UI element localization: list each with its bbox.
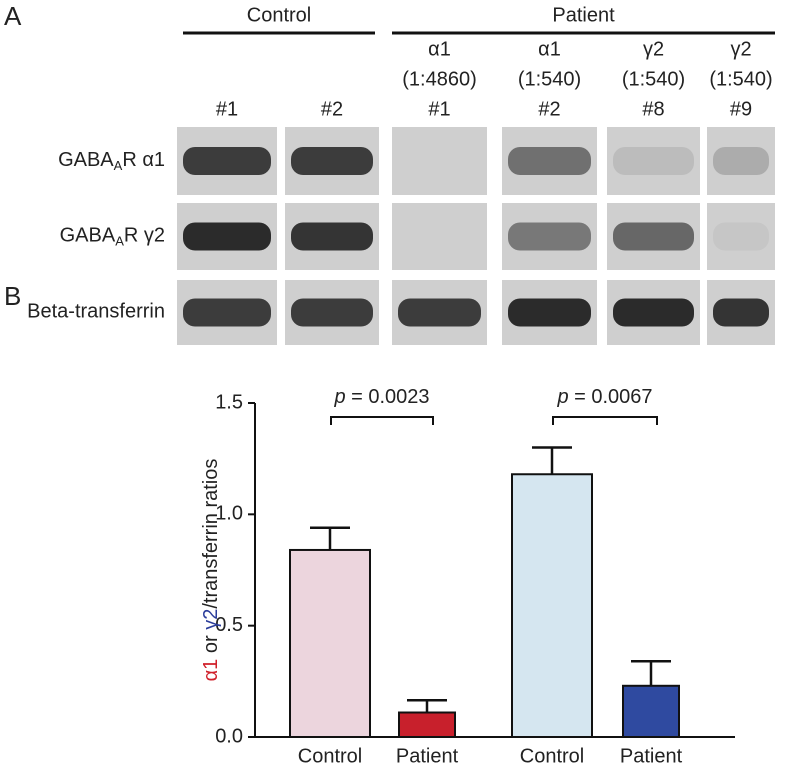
blot-band — [183, 298, 271, 327]
lane-header: #9 — [730, 98, 752, 120]
blot-band — [183, 222, 271, 251]
y-label-part: or — [200, 630, 222, 659]
y-axis-label: α1 or γ2/transferrin ratios — [200, 459, 222, 682]
blot-band — [713, 147, 769, 175]
lane-header: γ2 — [643, 38, 664, 60]
blot-band — [183, 147, 271, 175]
lane-header: (1:540) — [622, 68, 685, 90]
row-label-part: R γ2 — [124, 225, 165, 247]
blot-panel — [707, 203, 775, 270]
row-label-part: GABA — [60, 225, 116, 247]
x-tick-label: Patient — [620, 745, 683, 767]
blot-band — [508, 222, 591, 251]
blot-band — [291, 298, 373, 327]
significance-bracket — [552, 416, 658, 425]
row-label-part: R α1 — [122, 149, 165, 171]
row-label-sub: A — [115, 234, 124, 249]
blot-band — [291, 147, 373, 175]
y-tick-label: 0.0 — [215, 725, 243, 747]
lane-header: #8 — [642, 98, 664, 120]
blot-band — [713, 222, 769, 251]
y-label-part: /transferrin ratios — [200, 459, 222, 609]
blot-band — [291, 222, 373, 251]
row-label: GABAAR α1 — [58, 149, 165, 173]
lane-header: #1 — [216, 98, 238, 120]
bar — [511, 473, 593, 738]
p-text: = 0.0023 — [346, 386, 430, 408]
x-tick-label: Patient — [396, 745, 459, 767]
blot-band — [613, 222, 694, 251]
lane-header: (1:4860) — [402, 68, 477, 90]
lane-header: #1 — [428, 98, 450, 120]
blot-panel — [707, 127, 775, 195]
y-tick-label: 1.5 — [215, 391, 243, 413]
p-symbol: p — [333, 386, 345, 408]
blot-band — [613, 147, 694, 175]
row-label: GABAAR γ2 — [60, 225, 165, 249]
blot-panel — [392, 203, 487, 270]
row-label-sub: A — [114, 158, 123, 173]
blot-band — [508, 298, 591, 327]
lane-header: #2 — [321, 98, 343, 120]
row-label-part: GABA — [58, 149, 114, 171]
blot-band — [508, 147, 591, 175]
p-text: = 0.0067 — [569, 386, 653, 408]
bar — [289, 548, 371, 739]
significance-bracket — [330, 416, 434, 425]
lane-header: (1:540) — [518, 68, 581, 90]
blot-panel — [392, 127, 487, 195]
blot-band — [398, 298, 481, 327]
panel-label: B — [4, 281, 21, 311]
lane-header: α1 — [538, 38, 561, 60]
blot-panel — [607, 127, 700, 195]
y-label-part: γ2 — [200, 609, 222, 630]
group-label: Patient — [552, 4, 615, 26]
blot-band — [613, 298, 694, 327]
lane-header: #2 — [538, 98, 560, 120]
p-value: p = 0.0023 — [333, 386, 429, 408]
lane-header: γ2 — [730, 38, 751, 60]
p-symbol: p — [556, 386, 568, 408]
bar — [398, 711, 456, 738]
row-label-part: Beta-transferrin — [27, 301, 165, 323]
row-label: Beta-transferrin — [27, 301, 165, 323]
lane-header: α1 — [428, 38, 451, 60]
y-label-part: α1 — [200, 659, 222, 682]
y-tick-label: 1.0 — [215, 503, 243, 525]
x-tick-label: Control — [520, 745, 584, 767]
panel-label: A — [4, 1, 22, 31]
y-tick-label: 0.5 — [215, 614, 243, 636]
group-label: Control — [247, 4, 311, 26]
lane-header: (1:540) — [709, 68, 772, 90]
x-tick-label: Control — [298, 745, 362, 767]
p-value: p = 0.0067 — [556, 386, 652, 408]
bar — [622, 684, 680, 739]
blot-band — [713, 298, 769, 327]
